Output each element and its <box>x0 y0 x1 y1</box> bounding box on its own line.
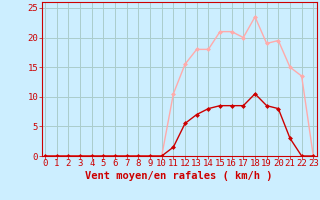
X-axis label: Vent moyen/en rafales ( km/h ): Vent moyen/en rafales ( km/h ) <box>85 171 273 181</box>
